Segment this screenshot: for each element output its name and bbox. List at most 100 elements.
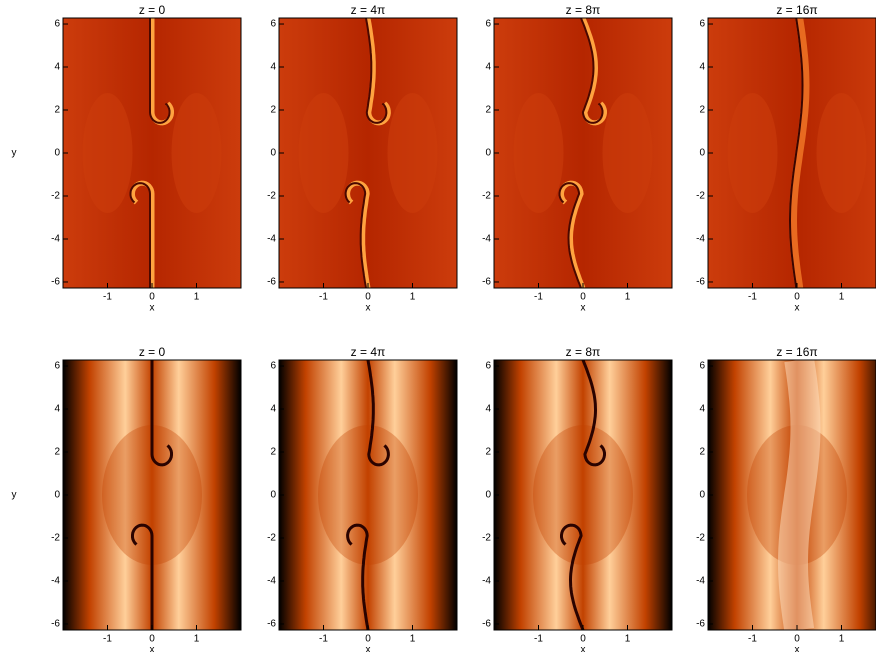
y-tick-label: 6 [270,19,276,30]
y-tick-label: 0 [54,148,60,159]
y-tick-label: -6 [482,277,491,288]
y-tick-label: -6 [696,619,705,630]
x-tick-label: 0 [794,292,800,303]
image-glow [533,425,633,565]
y-tick-label: 0 [699,490,705,501]
y-tick-label: 0 [270,490,276,501]
y-axis-label: y [12,148,17,159]
y-tick-label: -2 [267,533,276,544]
x-axis-label: x [150,303,155,314]
x-tick-label: 1 [625,634,631,645]
x-tick-label: 0 [149,634,155,645]
x-tick-label: 0 [580,634,586,645]
x-tick-label: 0 [365,292,371,303]
x-axis-label: x [581,303,586,314]
y-tick-label: 2 [485,447,491,458]
y-tick-label: -2 [482,533,491,544]
x-tick-label: -1 [748,634,757,645]
y-tick-label: 6 [54,19,60,30]
y-tick-label: 6 [270,361,276,372]
x-tick-label: -1 [319,634,328,645]
y-tick-label: -6 [267,277,276,288]
image-glow [318,425,418,565]
panel-image [494,18,672,288]
y-tick-label: -6 [482,619,491,630]
x-tick-label: 0 [794,634,800,645]
y-tick-label: 2 [54,105,60,116]
y-tick-label: 6 [485,361,491,372]
image-glow [172,93,222,213]
y-tick-label: -6 [696,277,705,288]
y-tick-label: -4 [696,234,705,245]
y-tick-label: -2 [696,191,705,202]
x-tick-label: -1 [103,292,112,303]
y-tick-label: 2 [699,447,705,458]
x-tick-label: -1 [319,292,328,303]
x-tick-label: 1 [410,292,416,303]
y-tick-label: -2 [51,191,60,202]
y-tick-label: 4 [270,62,276,73]
y-tick-label: -2 [482,191,491,202]
image-glow [514,93,564,213]
y-tick-label: 6 [699,361,705,372]
x-tick-label: 1 [839,292,845,303]
panel-image [63,18,241,288]
x-tick-label: -1 [103,634,112,645]
x-tick-label: -1 [534,634,543,645]
image-glow [817,93,867,213]
x-tick-label: 1 [410,634,416,645]
panel-image [63,360,241,630]
y-tick-label: 0 [485,490,491,501]
y-tick-label: -2 [267,191,276,202]
x-tick-label: 0 [149,292,155,303]
x-tick-label: 1 [194,634,200,645]
figure: z = 0 -6 -4 -2 0 2 4 6 -1 0 1 x y z = 4π -6 -4 -2 0 2 4 6 -1 0… [0,0,876,652]
image-glow [603,93,653,213]
x-axis-label: x [366,303,371,314]
x-tick-label: -1 [534,292,543,303]
y-tick-label: 4 [699,62,705,73]
y-tick-label: 4 [270,404,276,415]
y-tick-label: -2 [51,533,60,544]
panel-image [279,360,457,630]
y-tick-label: -6 [267,619,276,630]
x-tick-label: 1 [625,292,631,303]
y-tick-label: -4 [696,576,705,587]
x-tick-label: 1 [839,634,845,645]
y-tick-label: 4 [54,404,60,415]
y-tick-label: -4 [267,234,276,245]
panel-title: z = 0 [139,3,166,17]
panel-title: z = 4π [351,3,386,17]
panel-title: z = 0 [139,345,166,359]
x-axis-label: x [795,303,800,314]
y-tick-label: -2 [696,533,705,544]
x-axis-label: x [366,645,371,652]
x-tick-label: 0 [365,634,371,645]
y-axis-label: y [12,490,17,501]
x-axis-label: x [581,645,586,652]
y-tick-label: 2 [270,105,276,116]
panel-title: z = 8π [566,345,601,359]
x-axis-label: x [150,645,155,652]
panel-title: z = 16π [776,3,817,17]
y-tick-label: 6 [54,361,60,372]
y-tick-label: 4 [485,404,491,415]
y-tick-label: 2 [270,447,276,458]
y-tick-label: 2 [54,447,60,458]
y-tick-label: -4 [482,576,491,587]
image-glow [388,93,438,213]
y-tick-label: 2 [485,105,491,116]
y-tick-label: -4 [51,576,60,587]
y-tick-label: 0 [54,490,60,501]
y-tick-label: 2 [699,105,705,116]
y-tick-label: 0 [699,148,705,159]
panel-title: z = 4π [351,345,386,359]
panel-image [494,360,672,630]
y-tick-label: -6 [51,277,60,288]
x-tick-label: -1 [748,292,757,303]
image-glow [299,93,349,213]
panel-image [708,360,876,630]
panel-title: z = 8π [566,3,601,17]
x-axis-label: x [795,645,800,652]
panel-title: z = 16π [776,345,817,359]
